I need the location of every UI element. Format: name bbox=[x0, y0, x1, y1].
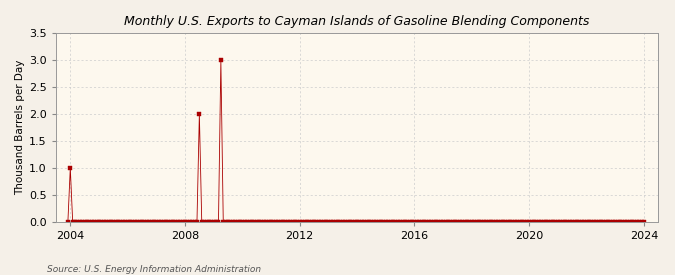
Text: Source: U.S. Energy Information Administration: Source: U.S. Energy Information Administ… bbox=[47, 265, 261, 274]
Y-axis label: Thousand Barrels per Day: Thousand Barrels per Day bbox=[15, 60, 25, 195]
Title: Monthly U.S. Exports to Cayman Islands of Gasoline Blending Components: Monthly U.S. Exports to Cayman Islands o… bbox=[124, 15, 590, 28]
